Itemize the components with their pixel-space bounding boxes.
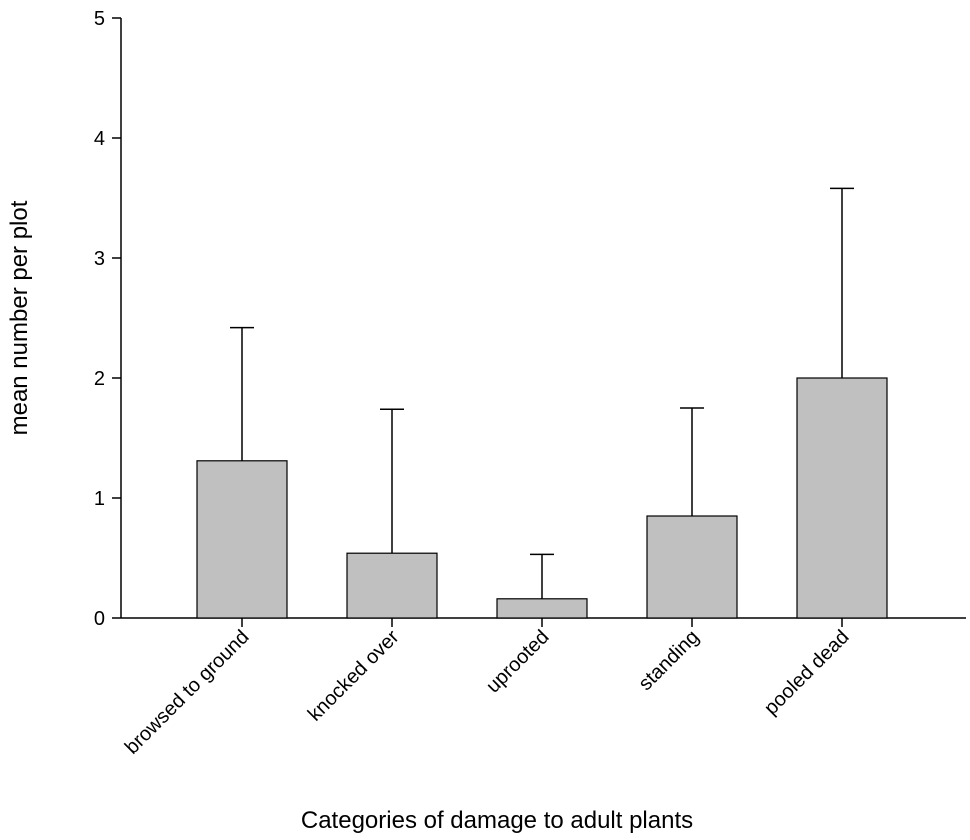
- y-tick-label: 4: [94, 128, 105, 150]
- x-tick-label: uprooted: [482, 626, 553, 697]
- x-tick-label: pooled dead: [760, 626, 853, 719]
- bar: [796, 377, 888, 619]
- bar: [346, 552, 438, 619]
- x-tick-label: standing: [635, 626, 704, 695]
- y-tick-label: 0: [94, 608, 105, 630]
- x-axis-label: Categories of damage to adult plants: [301, 807, 693, 834]
- x-ticks: browsed to ground knocked over uprooted sta…: [121, 618, 854, 759]
- bar: [496, 598, 588, 619]
- y-tick-label: 2: [94, 368, 105, 390]
- x-tick-label: knocked over: [304, 626, 404, 726]
- y-ticks: 0 1 2 3 4 5: [94, 8, 121, 630]
- x-tick-label: browsed to ground: [121, 626, 254, 759]
- y-tick-label: 1: [94, 488, 105, 510]
- y-tick-label: 3: [94, 248, 105, 270]
- y-tick-label: 5: [94, 8, 105, 30]
- error-bars: [230, 187, 854, 599]
- y-axis-label: mean number per plot: [6, 200, 33, 435]
- bar: [646, 515, 738, 619]
- bars: [196, 377, 888, 619]
- bar: [196, 460, 288, 619]
